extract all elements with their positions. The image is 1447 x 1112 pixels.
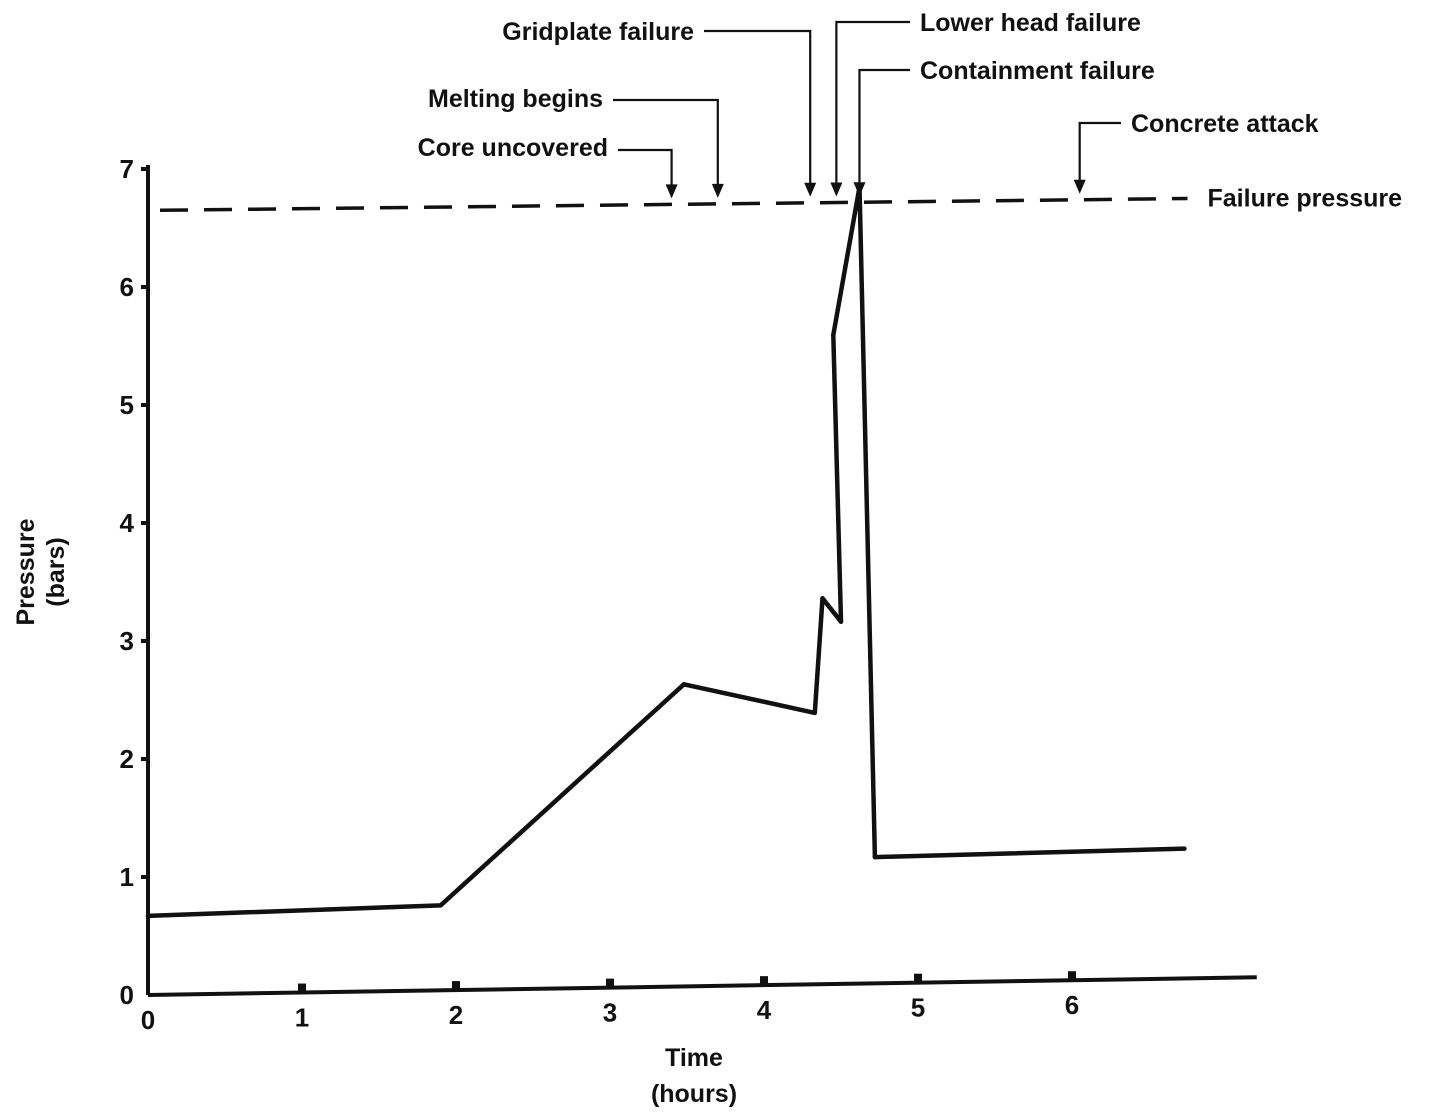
annotation-leader-5 — [1078, 121, 1121, 184]
x-tick-2 — [452, 981, 460, 991]
annotations-group: Core uncovered Melting begins Gridplate fa… — [418, 9, 1319, 199]
y-tick-label-4: 4 — [120, 508, 135, 538]
failure-pressure-label: Failure pressure — [1208, 185, 1403, 213]
axes: 0 1 2 3 4 5 6 7 0 1 2 3 4 5 6 — [120, 154, 1257, 1035]
series-point-0 — [145, 913, 151, 919]
annotation-leader-1 — [613, 98, 719, 188]
x-tick-5 — [914, 973, 922, 983]
annotation-arrow-4 — [853, 182, 866, 197]
x-tick-label-2: 2 — [449, 1000, 463, 1030]
failure-pressure-line — [159, 196, 1188, 213]
pressure-series-line — [145, 184, 1187, 919]
annotation-arrow-2 — [804, 182, 817, 197]
series-point-8 — [872, 854, 878, 860]
x-tick-1 — [298, 983, 306, 993]
x-tick-6 — [1068, 971, 1076, 981]
y-tick-label-2: 2 — [120, 744, 134, 774]
annotation-leader-3 — [835, 20, 910, 187]
annotation-arrow-0 — [665, 184, 678, 199]
series-point-3 — [812, 710, 818, 716]
x-tick-label-0: 0 — [141, 1005, 155, 1035]
x-tick-label-4: 4 — [757, 995, 772, 1025]
annotation-arrow-3 — [830, 182, 843, 197]
x-axis-unit: (hours) — [651, 1080, 737, 1108]
axis-titles: Pressure (bars) Time (hours) — [12, 518, 737, 1108]
x-tick-label-1: 1 — [295, 1003, 309, 1033]
series-point-1 — [438, 903, 443, 908]
x-tick-label-3: 3 — [603, 998, 617, 1028]
annotation-label-4: Containment failure — [920, 57, 1155, 85]
pressure-series-group — [145, 184, 1187, 919]
x-tick-4 — [760, 976, 768, 986]
series-point-9 — [1182, 846, 1187, 851]
x-tick-label-5: 5 — [911, 993, 925, 1023]
failure-pressure-line-group: Failure pressure — [159, 185, 1403, 213]
series-point-6 — [831, 332, 836, 338]
annotation-label-3: Lower head failure — [920, 9, 1141, 37]
y-tick-label-5: 5 — [120, 390, 134, 420]
y-tick-label-3: 3 — [120, 626, 134, 656]
series-point-2 — [681, 682, 687, 687]
annotation-label-1: Melting begins — [428, 85, 603, 113]
x-axis-title: Time — [665, 1044, 723, 1072]
y-axis-title: Pressure — [12, 518, 40, 625]
x-axis-line — [147, 975, 1257, 997]
x-tick-3 — [606, 978, 614, 988]
x-tick-label-6: 6 — [1065, 990, 1079, 1020]
y-tick-label-6: 6 — [120, 272, 134, 302]
annotation-label-5: Concrete attack — [1131, 110, 1319, 138]
annotation-leader-4 — [858, 68, 910, 187]
series-point-4 — [820, 596, 825, 601]
annotation-label-2: Gridplate failure — [502, 18, 694, 46]
y-axis-unit: (bars) — [42, 537, 70, 606]
series-point-5 — [838, 619, 844, 624]
annotation-arrow-1 — [711, 183, 724, 198]
annotation-label-0: Core uncovered — [418, 134, 608, 162]
annotation-arrow-5 — [1073, 179, 1086, 194]
y-tick-label-7: 7 — [120, 154, 134, 184]
y-tick-label-0: 0 — [120, 980, 134, 1010]
y-tick-label-1: 1 — [120, 862, 134, 892]
annotation-leader-0 — [618, 148, 673, 189]
annotation-leader-2 — [704, 29, 812, 187]
